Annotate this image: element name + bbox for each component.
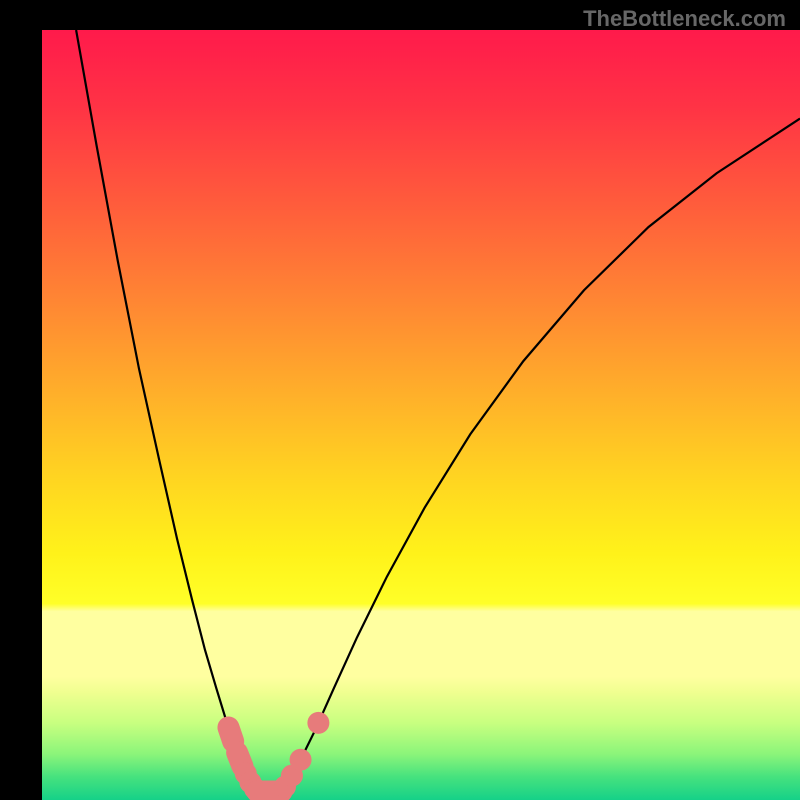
markers-group (215, 712, 330, 800)
marker-dot (307, 712, 329, 734)
plot-area (42, 30, 800, 800)
right-curve (282, 119, 800, 792)
marker-dot (290, 749, 312, 771)
watermark-text: TheBottleneck.com (583, 6, 786, 32)
curve-layer (42, 30, 800, 800)
left-curve (76, 30, 257, 792)
chart-canvas: TheBottleneck.com (0, 0, 800, 800)
